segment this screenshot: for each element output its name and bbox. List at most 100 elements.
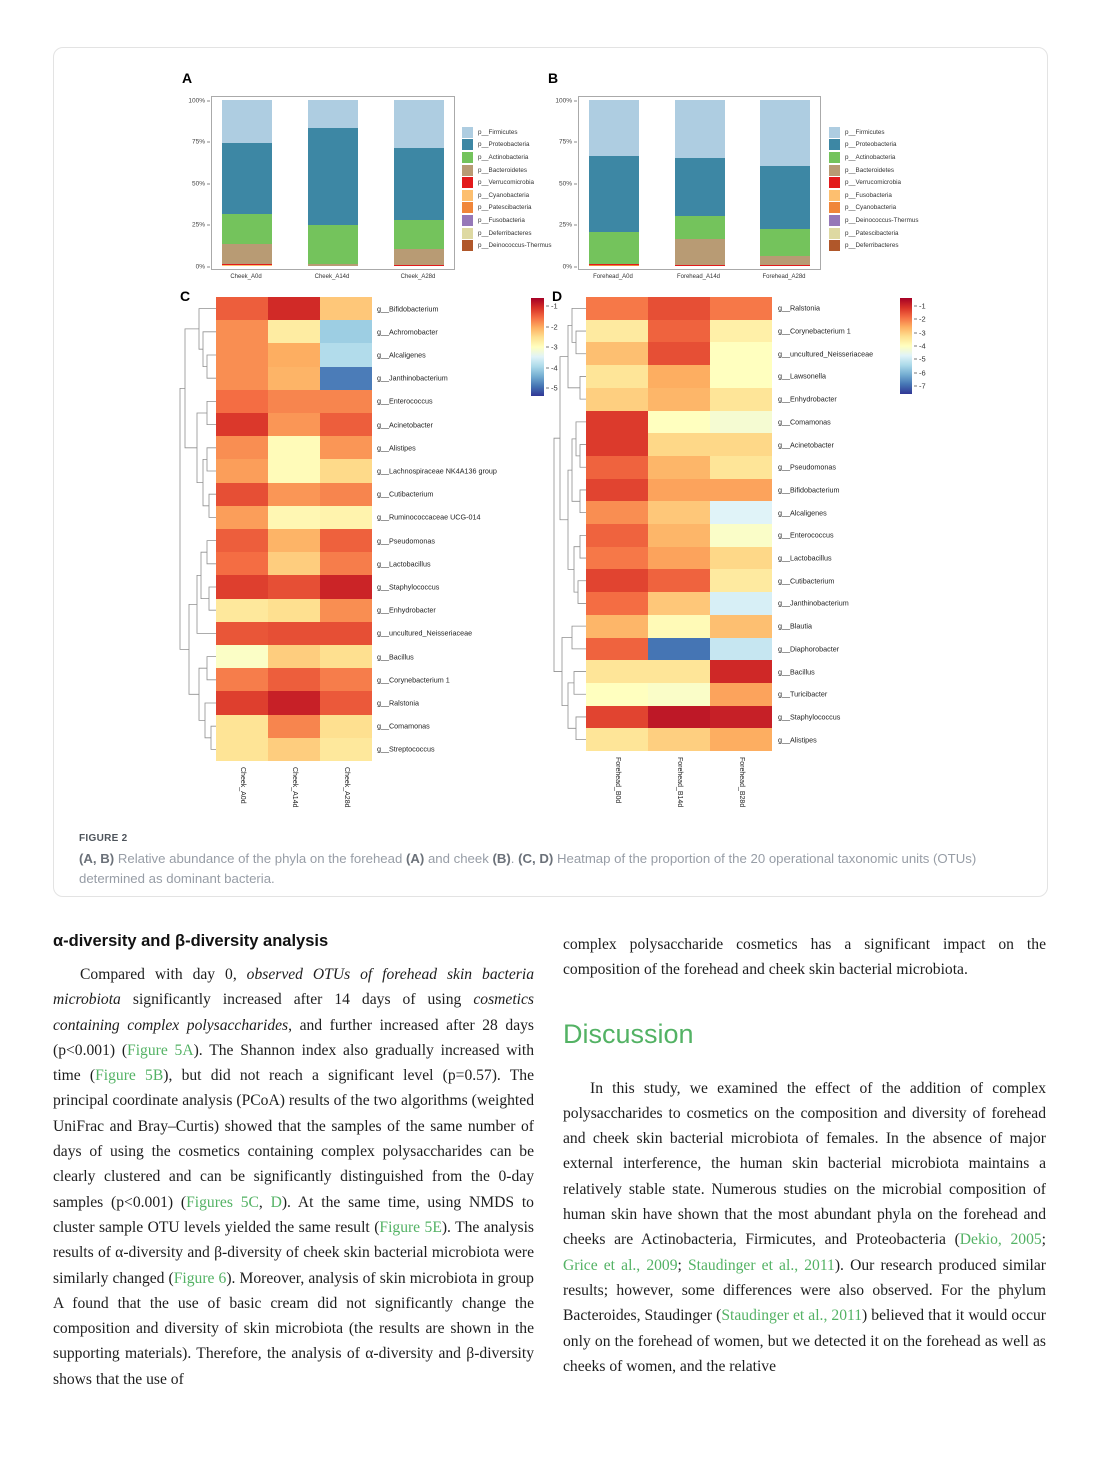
row-label-g__Turicibacter: g__Turicibacter — [778, 689, 828, 699]
heatmap-cell-g__Streptococcus-Cheek_A28d — [320, 737, 372, 761]
bar-segment-p__Bacteroidetes — [222, 243, 272, 264]
col-label-Cheek_A0d: Cheek_A0d — [238, 767, 246, 804]
colorbar-tick--1: -1 — [546, 302, 558, 311]
heatmap-cell-g__Lactobacillus-Forehead_B28d — [710, 546, 772, 570]
y-tick-label: 25% — [558, 221, 572, 229]
heatmap-cell-g__Enhydrobacter-Forehead_B28d — [710, 387, 772, 411]
text-segment: ; — [677, 1256, 688, 1274]
colorbar-tick--3: -3 — [546, 343, 558, 352]
heatmap-cell-g__Janthinobacterium-Cheek_A0d — [216, 366, 268, 390]
text-segment: , — [258, 1193, 271, 1211]
figure-6-link[interactable]: Figure 6 — [173, 1269, 227, 1287]
x-label-Cheek_A28d: Cheek_A28d — [400, 274, 436, 280]
heatmap-c-row-labels: g__Bifidobacterium g__Achromobacter g__Alc… — [377, 297, 547, 761]
x-label-Cheek_A14d: Cheek_A14d — [314, 274, 350, 280]
bar-segment-p__Actinobacteria — [674, 216, 725, 239]
row-label-g__Bifidobacterium: g__Bifidobacterium — [377, 304, 439, 314]
heatmap-cell-g__Ruminococcaceae UCG-014-Cheek_A14d — [268, 505, 320, 529]
bar-segment-p__Firmicutes — [674, 100, 725, 159]
colorbar-tick-label: -5 — [919, 354, 926, 364]
y-tick-label: 0% — [195, 263, 205, 270]
colorbar-tick--3: -3 — [914, 328, 926, 337]
heatmap-cell-g__Staphylococcus-Cheek_A14d — [268, 575, 320, 599]
text-segment: Compared with day 0, — [80, 966, 247, 983]
row-label-g__Acinetobacter: g__Acinetobacter — [377, 420, 433, 430]
grice-2009-link[interactable]: Grice et al., 2009 — [563, 1256, 678, 1274]
legend-swatch — [829, 139, 840, 151]
heatmap-cell-g__uncultured_Neisseriaceae-Forehead_B0d — [586, 342, 648, 366]
text-segment: significantly increased after 14 days of… — [120, 991, 474, 1009]
text-segment: ) believed that it would occur only on t… — [563, 1307, 1046, 1375]
heatmap-cell-g__Staphylococcus-Forehead_B28d — [710, 705, 772, 729]
figure-5d-link[interactable]: D — [270, 1193, 282, 1211]
heatmap-cell-g__Enhydrobacter-Forehead_B14d — [648, 387, 710, 411]
paragraph-discussion: In this study, we examined the effect of… — [563, 1076, 1046, 1380]
y-tick-label: 100% — [555, 97, 572, 104]
colorbar-tick-mark — [546, 387, 549, 389]
staudinger-2011-link[interactable]: Staudinger et al., 2011 — [687, 1256, 835, 1274]
heatmap-cell-g__Enterococcus-Forehead_B14d — [648, 524, 710, 547]
paragraph-diversity: Compared with day 0, observed OTUs of fo… — [53, 962, 534, 1392]
y-tick-75%: 75% — [559, 139, 577, 146]
row-label-g__Pseudomonas: g__Pseudomonas — [377, 536, 435, 546]
bar-segment-p__Firmicutes — [222, 100, 272, 144]
legend-label: p__Fusobacteria — [478, 216, 525, 224]
dekio-2005-link[interactable]: Dekio, 2005 — [959, 1231, 1042, 1249]
heatmap-cell-g__Lactobacillus-Forehead_B14d — [648, 546, 710, 570]
staudinger-2011-link-2[interactable]: Staudinger et al., 2011 — [721, 1307, 863, 1325]
figure-5e-link[interactable]: Figure 5E — [379, 1218, 442, 1236]
figures-5c-link[interactable]: Figures 5C — [186, 1193, 259, 1211]
heatmap-cell-g__Pseudomonas-Cheek_A14d — [268, 529, 320, 553]
y-tick-mark — [207, 100, 210, 101]
colorbar-d-ticks: -1 -2 -3 -4 -5 -6 -7 — [914, 298, 936, 394]
bar-segment-p__Verrucomicrobia — [394, 265, 444, 266]
legend-item-p__Actinobacteria: p__Actinobacteria — [829, 151, 919, 164]
heatmap-cell-g__Alistipes-Cheek_A0d — [216, 436, 268, 460]
legend-item-p__Cyanobacteria: p__Cyanobacteria — [829, 202, 919, 215]
y-tick-mark — [574, 141, 577, 143]
y-tick-label: 0% — [562, 263, 572, 270]
bar-segment-p__Proteobacteria — [308, 128, 358, 225]
col-label-Cheek_A28d: Cheek_A28d — [342, 767, 350, 808]
stacked-bar-Cheek_A14d — [308, 100, 358, 266]
heatmap-cell-g__Ralstonia-Forehead_B14d — [648, 297, 710, 320]
colorbar-tick-label: -3 — [919, 328, 926, 338]
heatmap-cell-g__uncultured_Neisseriaceae-Cheek_A0d — [216, 621, 268, 645]
row-label-g__Corynebacterium 1: g__Corynebacterium 1 — [377, 675, 450, 685]
heatmap-cell-g__Comamonas-Forehead_B0d — [586, 410, 648, 434]
text-segment: cosmetics containing complex polysacchar… — [53, 991, 534, 1034]
x-label-Forehead_A14d: Forehead_A14d — [676, 274, 721, 280]
bar-segment-p__Verrucomicrobia — [222, 263, 272, 266]
heatmap-cell-g__Bacillus-Forehead_B14d — [648, 660, 710, 683]
stacked-bar-Forehead_A0d — [589, 100, 639, 266]
y-tick-25%: 25% — [559, 222, 577, 229]
heatmap-cell-g__Corynebacterium 1-Forehead_B28d — [710, 319, 772, 343]
colorbar-c-ticks: -1 -2 -3 -4 -5 — [546, 298, 568, 396]
text-segment: complex polysaccharide cosmetics has a s… — [563, 936, 1046, 979]
heatmap-cell-g__Alcaligenes-Forehead_B28d — [710, 501, 772, 524]
heatmap-cell-g__Comamonas-Forehead_B28d — [710, 410, 772, 434]
heatmap-cell-g__Bifidobacterium-Forehead_B0d — [586, 478, 648, 502]
colorbar-tick-mark — [914, 318, 917, 320]
colorbar-tick-label: -2 — [919, 314, 926, 324]
legend-label: p__Deferribacteres — [845, 242, 899, 250]
heatmap-cell-g__Janthinobacterium-Cheek_A14d — [268, 366, 320, 390]
row-label-g__uncultured_Neisseriaceae: g__uncultured_Neisseriaceae — [377, 628, 473, 638]
heatmap-cell-g__Acinetobacter-Cheek_A28d — [320, 413, 372, 437]
heatmap-cell-g__Bacillus-Forehead_B0d — [586, 660, 648, 683]
heatmap-cell-g__Alistipes-Forehead_B28d — [710, 728, 772, 751]
text-segment: ). At the same time, using NMDS to clust… — [53, 1193, 534, 1236]
colorbar-tick-label: -3 — [551, 342, 558, 352]
colorbar-tick-label: -5 — [551, 383, 558, 393]
y-tick-0%: 0% — [196, 263, 210, 270]
figure-5a-link[interactable]: Figure 5A — [127, 1041, 194, 1059]
col-label-Cheek_A14d: Cheek_A14d — [290, 767, 298, 808]
legend-label: p__Cyanobacteria — [845, 204, 897, 212]
stacked-bar-Cheek_A28d — [394, 100, 444, 266]
row-label-g__Janthinobacterium: g__Janthinobacterium — [377, 373, 448, 383]
figure-5b-link[interactable]: Figure 5B — [95, 1067, 164, 1085]
legend-label: p__Actinobacteria — [478, 153, 529, 161]
heatmap-cell-g__Alistipes-Forehead_B0d — [586, 728, 648, 751]
bar-segment-p__Cyanobacteria — [222, 265, 272, 266]
legend-swatch — [462, 202, 473, 214]
